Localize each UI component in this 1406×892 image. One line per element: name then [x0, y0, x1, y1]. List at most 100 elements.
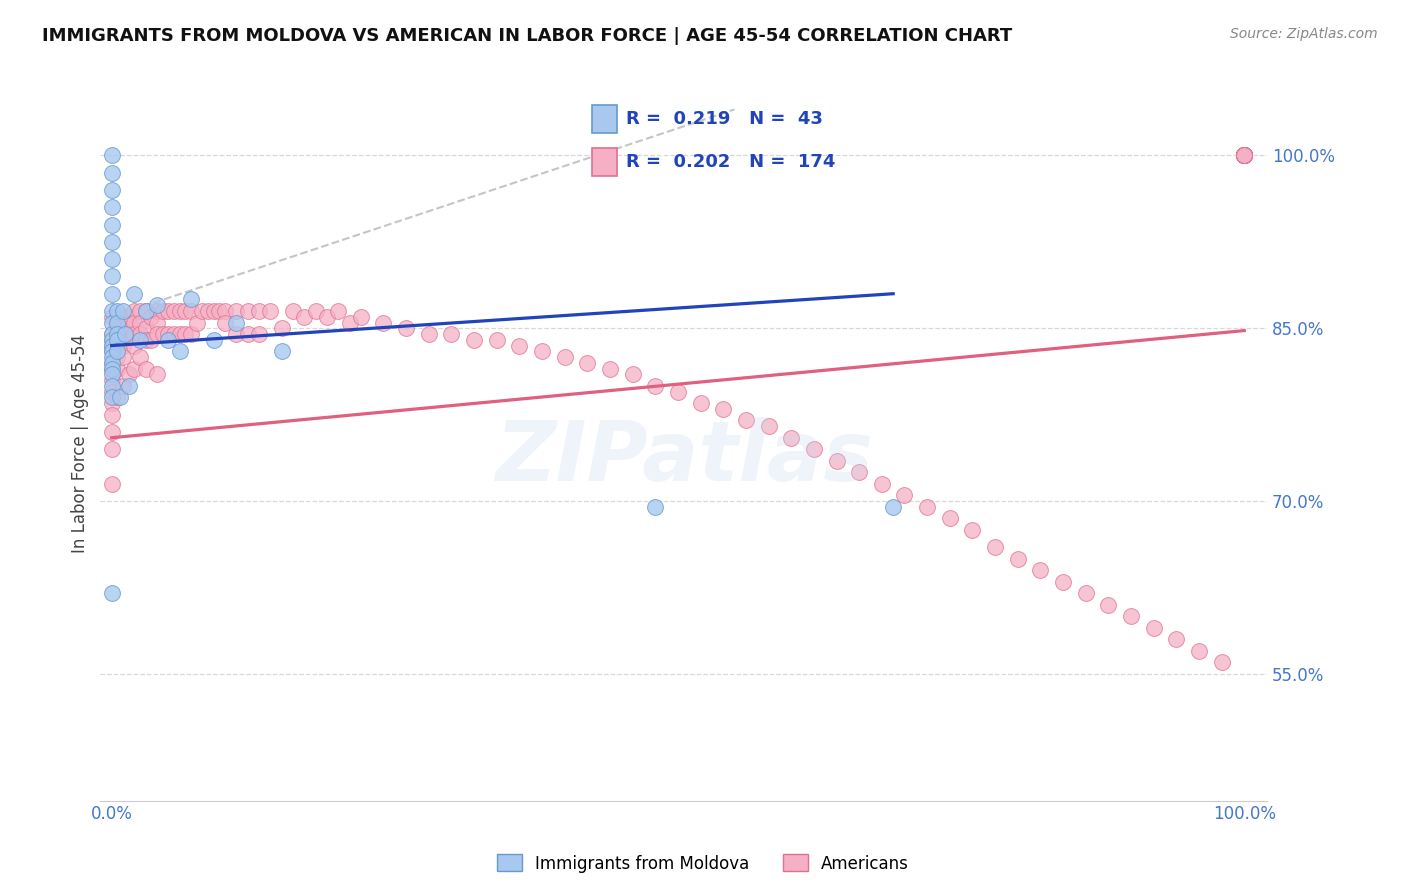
Point [758, 419, 780, 434]
Point [270, 321, 292, 335]
Point [1233, 148, 1256, 162]
Point [508, 338, 530, 352]
Point [105, 316, 128, 330]
Point [111, 304, 134, 318]
Point [328, 304, 350, 318]
Point [100, 476, 122, 491]
Point [350, 310, 373, 324]
Point [129, 350, 152, 364]
Point [129, 326, 152, 341]
Point [1233, 148, 1256, 162]
Point [100, 373, 122, 387]
Point [169, 326, 191, 341]
Point [1211, 656, 1233, 670]
Point [1233, 148, 1256, 162]
Point [135, 321, 157, 335]
Point [118, 368, 141, 382]
Point [105, 326, 128, 341]
Point [270, 344, 292, 359]
Point [111, 379, 134, 393]
Point [1233, 148, 1256, 162]
Point [105, 310, 128, 324]
Point [108, 391, 131, 405]
Point [100, 586, 122, 600]
Point [1233, 148, 1256, 162]
Point [146, 316, 169, 330]
Point [174, 326, 197, 341]
Point [1233, 148, 1256, 162]
Point [339, 316, 361, 330]
Point [135, 304, 157, 318]
Point [236, 304, 259, 318]
Point [247, 304, 270, 318]
Point [1074, 586, 1097, 600]
Point [111, 316, 134, 330]
Point [780, 431, 803, 445]
Point [100, 218, 122, 232]
Point [124, 361, 146, 376]
Point [803, 442, 825, 457]
Point [304, 304, 326, 318]
Point [100, 344, 122, 359]
Point [1233, 148, 1256, 162]
FancyBboxPatch shape [592, 105, 617, 133]
Point [100, 338, 122, 352]
Point [100, 333, 122, 347]
Point [315, 310, 337, 324]
Point [111, 350, 134, 364]
Point [141, 310, 163, 324]
Point [100, 344, 122, 359]
Point [848, 465, 870, 479]
Point [208, 304, 231, 318]
Point [100, 361, 122, 376]
Point [186, 316, 208, 330]
Point [1233, 148, 1256, 162]
Point [621, 368, 644, 382]
Point [100, 286, 122, 301]
Point [111, 333, 134, 347]
Point [174, 304, 197, 318]
Point [463, 333, 485, 347]
Point [1233, 148, 1256, 162]
Point [1188, 644, 1211, 658]
Point [202, 333, 225, 347]
Point [440, 326, 463, 341]
Point [100, 361, 122, 376]
Point [105, 304, 128, 318]
Point [1007, 551, 1029, 566]
Point [373, 316, 395, 330]
Point [100, 183, 122, 197]
Point [214, 316, 236, 330]
Point [180, 304, 202, 318]
Point [1143, 621, 1166, 635]
Point [100, 356, 122, 370]
Point [118, 379, 141, 393]
Point [135, 333, 157, 347]
Point [141, 333, 163, 347]
Point [100, 166, 122, 180]
Point [1233, 148, 1256, 162]
Point [146, 298, 169, 312]
Point [1233, 148, 1256, 162]
Point [135, 304, 157, 318]
Point [247, 326, 270, 341]
Point [236, 326, 259, 341]
Point [1233, 148, 1256, 162]
Point [689, 396, 711, 410]
Point [1233, 148, 1256, 162]
Point [292, 310, 315, 324]
Point [1233, 148, 1256, 162]
Point [180, 293, 202, 307]
Point [100, 310, 122, 324]
Point [100, 442, 122, 457]
Point [100, 384, 122, 399]
Point [1233, 148, 1256, 162]
Point [939, 511, 962, 525]
Point [554, 350, 576, 364]
Text: Source: ZipAtlas.com: Source: ZipAtlas.com [1230, 27, 1378, 41]
Point [105, 361, 128, 376]
Point [1233, 148, 1256, 162]
Point [395, 321, 418, 335]
Point [100, 356, 122, 370]
Text: ZIPatlas: ZIPatlas [495, 417, 873, 499]
